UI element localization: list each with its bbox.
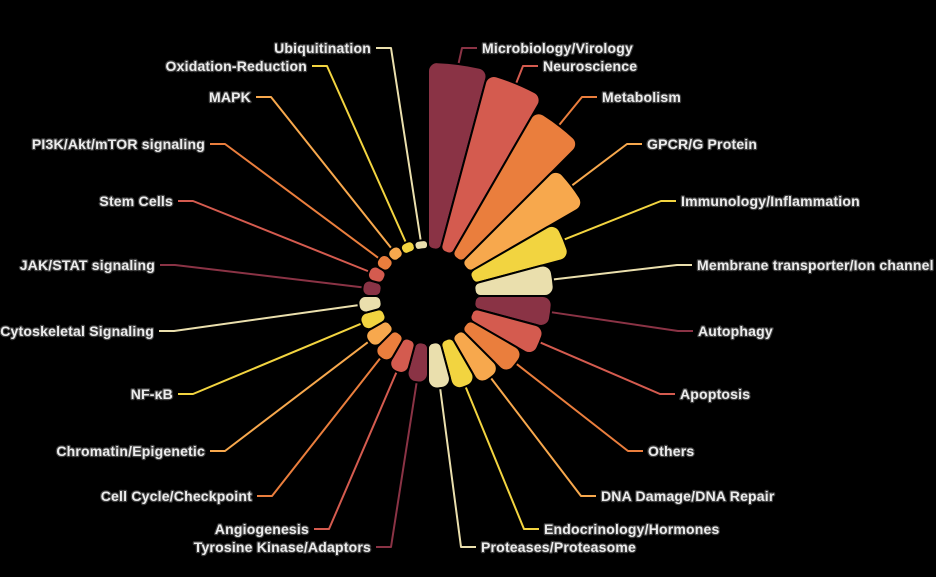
segment-label-stem-cells: Stem Cells [99,193,173,209]
rose-sector-gpcr-g-protein[interactable] [462,170,583,272]
segment-label-immunology-inflammation: Immunology/Inflammation [681,193,860,209]
segment-label-gpcr-g-protein: GPCR/G Protein [647,136,757,152]
segment-label-membrane-transporter-ion-channel: Membrane transporter/Ion channel [697,257,934,273]
label-line-proteases-proteasome [439,389,476,548]
label-line-chromatin-epigenetic [210,341,369,452]
rose-sector-others[interactable] [462,320,522,372]
label-line-membrane-transporter-ion-channel [553,264,692,281]
label-line-metabolism [558,96,597,126]
segment-label-apoptosis: Apoptosis [680,386,750,402]
rose-sector-ubiquitination[interactable] [413,239,429,251]
segment-label-neuroscience: Neuroscience [543,58,637,74]
label-line-cytoskeletal-signaling [159,304,358,332]
rose-sector-neuroscience[interactable] [440,75,541,255]
rose-sector-proteases-proteasome[interactable] [427,341,451,390]
segment-label-angiogenesis: Angiogenesis [215,521,309,537]
label-line-others [516,363,643,452]
label-line-gpcr-g-protein [571,143,642,187]
label-line-stem-cells [178,200,369,273]
rose-sector-dna-damage-dna-repair[interactable] [452,330,498,383]
segment-label-others: Others [648,443,694,459]
rose-sector-immunology-inflammation[interactable] [469,224,569,284]
segment-label-mapk: MAPK [209,89,251,105]
rose-sector-oxidation-reduction[interactable] [399,240,416,255]
label-line-pi3k-akt-mtor-signaling [210,143,379,259]
segment-label-cell-cycle-checkpoint: Cell Cycle/Checkpoint [101,488,252,504]
segment-label-cytoskeletal-signaling: Cytoskeletal Signaling [0,323,154,339]
segment-label-pi3k-akt-mtor-signaling: PI3K/Akt/mTOR signaling [32,136,205,152]
label-line-neuroscience [515,65,538,83]
label-line-ubiquitination [376,47,422,240]
segment-label-autophagy: Autophagy [698,323,773,339]
segment-label-endocrinology-hormones: Endocrinology/Hormones [544,521,720,537]
label-line-endocrinology-hormones [464,387,539,530]
label-line-autophagy [551,311,693,332]
segment-label-microbiology-virology: Microbiology/Virology [482,40,633,56]
label-line-angiogenesis [314,372,398,530]
segment-label-oxidation-reduction: Oxidation-Reduction [166,58,307,74]
rose-sector-apoptosis[interactable] [469,308,544,355]
segment-label-nf-b: NF-κB [131,386,173,402]
segment-label-tyrosine-kinase-adaptors: Tyrosine Kinase/Adaptors [194,539,371,555]
segment-label-jak-stat-signaling: JAK/STAT signaling [20,257,155,273]
label-line-tyrosine-kinase-adaptors [376,383,418,548]
rose-sector-cytoskeletal-signaling[interactable] [357,295,383,314]
segment-label-ubiquitination: Ubiquitination [274,40,371,56]
segment-label-metabolism: Metabolism [602,89,681,105]
label-line-cell-cycle-checkpoint [257,358,381,497]
rose-sector-metabolism[interactable] [452,112,578,262]
label-line-microbiology-virology [457,47,477,64]
segment-label-proteases-proteasome: Proteases/Proteasome [481,539,636,555]
label-line-jak-stat-signaling [160,264,362,289]
label-line-apoptosis [540,341,675,395]
segment-label-chromatin-epigenetic: Chromatin/Epigenetic [56,443,205,459]
label-line-dna-damage-dna-repair [490,377,596,497]
label-line-nf-b [178,323,361,395]
label-line-immunology-inflammation [564,200,676,241]
label-line-mapk [256,96,392,249]
label-line-oxidation-reduction [312,65,407,242]
rose-sector-tyrosine-kinase-adaptors[interactable] [406,341,429,384]
segment-label-dna-damage-dna-repair: DNA Damage/DNA Repair [601,488,775,504]
